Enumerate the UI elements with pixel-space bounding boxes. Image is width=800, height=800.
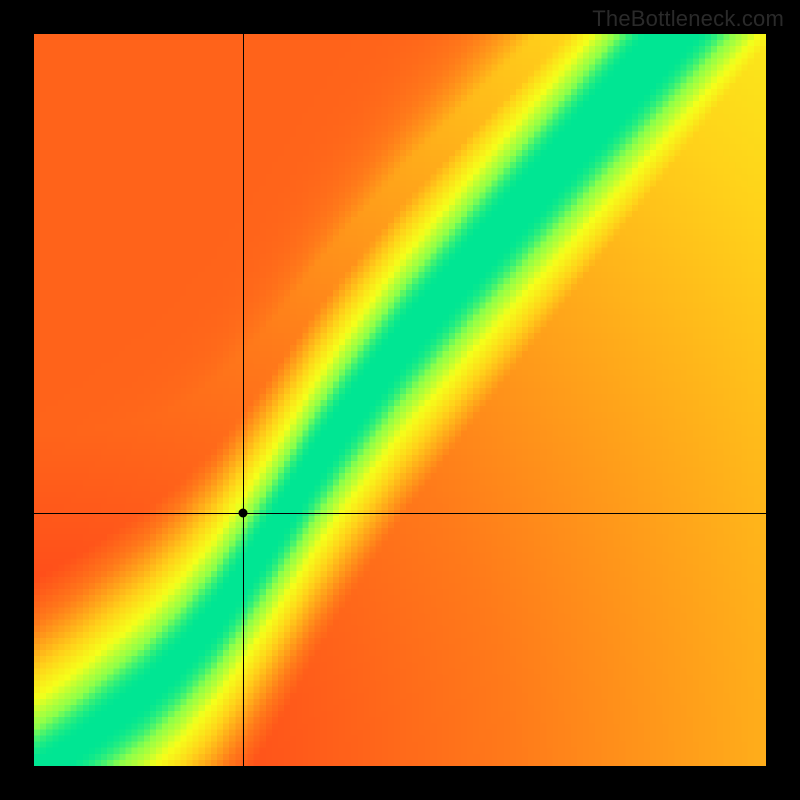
heatmap-canvas xyxy=(34,34,766,766)
crosshair-marker-dot xyxy=(238,509,247,518)
crosshair-vertical-line xyxy=(243,34,244,766)
heatmap-plot-area xyxy=(34,34,766,766)
crosshair-horizontal-line xyxy=(34,513,766,514)
watermark-text: TheBottleneck.com xyxy=(592,6,784,32)
